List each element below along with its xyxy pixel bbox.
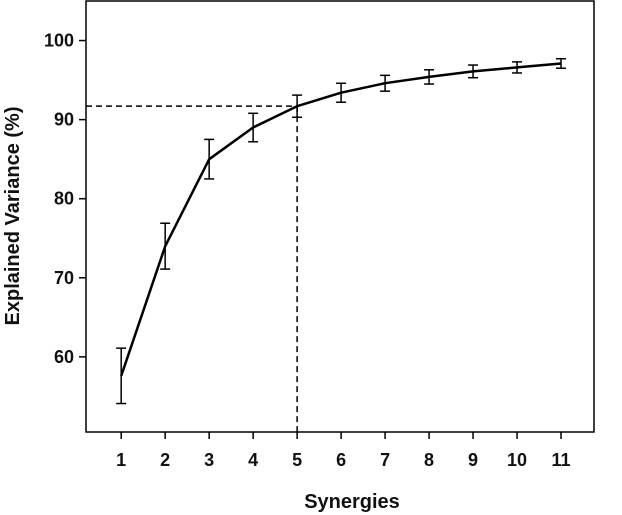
reference-guides xyxy=(86,105,298,432)
y-tick-label: 100 xyxy=(44,31,74,51)
y-tick-label: 90 xyxy=(54,110,74,130)
error-bar xyxy=(160,222,171,270)
y-axis-title: Explained Variance (%) xyxy=(2,107,24,326)
y-tick-label: 70 xyxy=(54,268,74,288)
series-line xyxy=(120,62,562,377)
x-tick-label: 9 xyxy=(468,450,478,470)
x-tick-label: 5 xyxy=(292,450,302,470)
x-tick-label: 1 xyxy=(116,450,126,470)
x-tick-label: 10 xyxy=(507,450,527,470)
x-tick-label: 8 xyxy=(424,450,434,470)
x-axis-title: Synergies xyxy=(304,491,400,513)
x-tick-label: 7 xyxy=(380,450,390,470)
y-tick-label: 60 xyxy=(54,347,74,367)
x-tick-label: 4 xyxy=(248,450,258,470)
error-bar xyxy=(116,347,127,405)
x-tick-label: 6 xyxy=(336,450,346,470)
x-axis-ticks: 1 2 3 4 5 6 7 8 9 10 11 xyxy=(116,432,571,470)
error-bar xyxy=(292,94,303,119)
error-bar xyxy=(468,64,479,79)
error-bars xyxy=(116,57,567,405)
error-bar xyxy=(204,138,215,180)
error-bar xyxy=(556,57,567,69)
error-bar xyxy=(424,69,435,85)
error-bar xyxy=(512,61,523,74)
y-axis-ticks: 60 70 80 90 100 xyxy=(44,31,86,367)
error-bar xyxy=(248,112,259,143)
x-tick-label: 3 xyxy=(204,450,214,470)
error-bar xyxy=(380,74,391,92)
plot-frame xyxy=(85,0,595,433)
series-layer xyxy=(120,62,562,377)
y-tick-label: 80 xyxy=(54,189,74,209)
error-bar xyxy=(336,82,347,103)
x-tick-label: 2 xyxy=(160,450,170,470)
x-tick-label: 11 xyxy=(551,450,570,470)
